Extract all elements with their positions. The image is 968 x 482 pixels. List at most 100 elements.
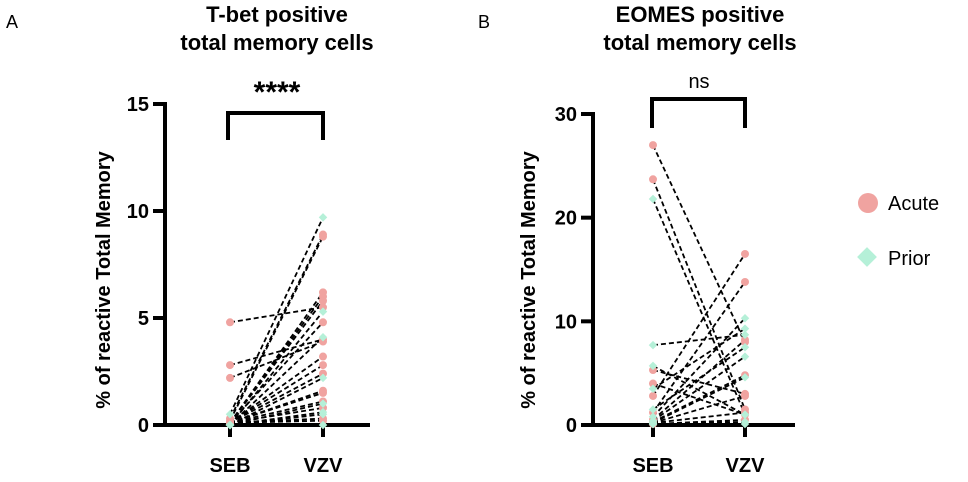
paired-line-prior xyxy=(652,346,746,411)
y-tick-label: 10 xyxy=(127,201,149,223)
paired-line-acute xyxy=(652,339,746,421)
point-prior xyxy=(318,307,328,316)
paired-line-prior xyxy=(652,420,746,425)
point-acute xyxy=(649,141,657,150)
paired-line-acute xyxy=(652,144,746,343)
point-prior xyxy=(740,330,750,340)
paired-line-acute xyxy=(229,364,324,424)
title-a-line2: total memory cells xyxy=(180,30,373,55)
point-acute xyxy=(226,373,234,382)
point-acute xyxy=(319,232,327,241)
y-tick-label: 0 xyxy=(566,415,577,437)
title-a-line1: T-bet positive xyxy=(206,2,348,27)
paired-line-prior xyxy=(229,217,324,415)
bracket-b xyxy=(650,97,747,128)
point-acute xyxy=(226,361,234,370)
paired-line-acute xyxy=(229,234,324,419)
x-tick-label: VZV xyxy=(304,455,344,477)
paired-line-prior xyxy=(652,317,746,418)
paired-line-prior xyxy=(652,198,746,415)
point-acute xyxy=(319,361,327,370)
paired-line-acute xyxy=(229,340,324,379)
significance-b: ns xyxy=(688,71,709,93)
point-acute xyxy=(319,303,327,312)
point-acute xyxy=(319,296,327,305)
paired-line-acute xyxy=(652,178,746,410)
point-acute xyxy=(319,337,327,346)
point-prior xyxy=(740,324,750,333)
point-prior xyxy=(648,419,658,429)
y-tick-label: 30 xyxy=(555,104,577,126)
point-prior xyxy=(225,420,235,430)
x-tick-label: SEB xyxy=(209,455,250,477)
y-tick-label: 15 xyxy=(127,94,149,116)
paired-line-acute xyxy=(652,253,746,397)
point-prior xyxy=(648,405,658,414)
point-prior xyxy=(648,361,658,371)
paired-line-prior xyxy=(652,365,746,416)
point-prior xyxy=(318,410,328,419)
point-acute xyxy=(741,335,749,344)
point-acute xyxy=(319,369,327,378)
point-acute xyxy=(319,352,327,361)
paired-line-acute xyxy=(229,338,324,366)
paired-line-acute xyxy=(652,418,746,425)
legend-acute-label: Acute xyxy=(888,193,939,215)
paired-line-prior xyxy=(229,377,324,426)
title-b-line1: EOMES positive xyxy=(616,2,785,27)
paired-line-acute xyxy=(229,236,324,422)
point-acute xyxy=(649,175,657,184)
point-acute xyxy=(319,388,327,397)
point-prior xyxy=(648,340,658,350)
point-prior xyxy=(318,333,328,342)
paired-line-acute xyxy=(229,372,324,424)
paired-line-prior xyxy=(652,355,746,422)
paired-line-prior xyxy=(652,327,746,390)
point-prior xyxy=(225,410,235,419)
point-prior xyxy=(648,384,658,393)
x-tick-label: SEB xyxy=(632,455,673,477)
point-prior xyxy=(318,420,328,430)
paired-line-acute xyxy=(229,406,324,424)
ylabel-a: % of reactive Total Memory xyxy=(93,150,115,408)
legend-acute-marker xyxy=(858,193,878,213)
point-acute xyxy=(649,391,657,400)
point-prior xyxy=(740,343,750,352)
paired-line-acute xyxy=(229,417,324,424)
paired-line-prior xyxy=(652,333,746,347)
paired-line-acute xyxy=(652,374,746,423)
y-tick-label: 20 xyxy=(555,208,577,230)
point-prior xyxy=(740,410,750,419)
paired-line-acute xyxy=(229,355,324,424)
paired-line-prior xyxy=(652,376,746,424)
bracket-a xyxy=(226,111,325,140)
y-tick-label: 10 xyxy=(555,311,577,333)
point-acute xyxy=(226,318,234,327)
point-prior xyxy=(740,419,750,429)
paired-line-acute xyxy=(229,300,324,424)
paired-line-acute xyxy=(229,419,324,424)
point-acute xyxy=(319,318,327,327)
title-b-line2: total memory cells xyxy=(603,30,796,55)
point-prior xyxy=(318,373,328,383)
point-acute xyxy=(649,379,657,388)
point-prior xyxy=(648,194,658,204)
point-prior xyxy=(740,373,750,382)
point-prior xyxy=(740,352,750,361)
legend-prior-label: Prior xyxy=(888,248,931,270)
point-acute xyxy=(741,391,749,400)
point-acute xyxy=(741,249,749,258)
panel-label-b: B xyxy=(478,12,490,32)
point-acute xyxy=(741,277,749,286)
point-acute xyxy=(319,416,327,425)
paired-line-acute xyxy=(229,321,324,424)
paired-line-acute xyxy=(652,281,746,414)
paired-line-acute xyxy=(652,411,746,424)
point-prior xyxy=(318,213,328,222)
point-prior xyxy=(318,399,328,408)
point-acute xyxy=(319,403,327,412)
significance-a: **** xyxy=(254,76,301,109)
paired-line-prior xyxy=(229,311,324,426)
point-prior xyxy=(740,313,750,323)
